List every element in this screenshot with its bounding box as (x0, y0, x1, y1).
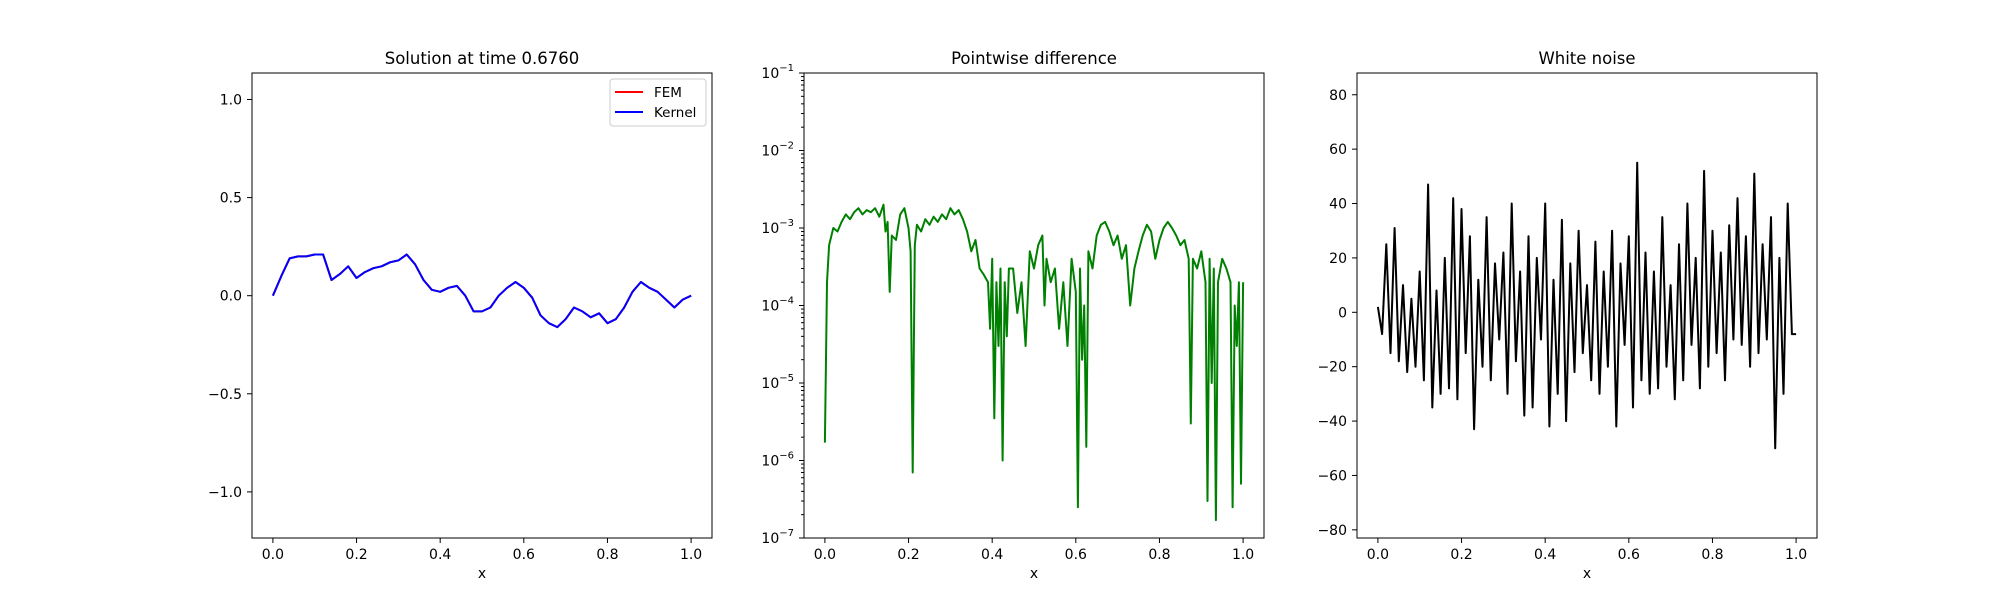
white-noise-x-tick-label: 0.4 (1534, 547, 1556, 563)
solution-legend: FEM Kernel (609, 78, 707, 127)
white-noise-plot-area (1376, 161, 1797, 450)
difference-panel: Pointwise difference x 0.0 0.2 0.4 0.6 0.8 1.… (761, 49, 1265, 582)
white-noise-x-tick-label: 0.8 (1701, 547, 1723, 563)
solution-title: Solution at time 0.6760 (385, 49, 580, 68)
difference-x-tick-label: 0.6 (1065, 547, 1087, 563)
difference-x-tick-label: 0.2 (897, 547, 919, 563)
white-noise-series-line (1376, 161, 1797, 450)
difference-x-tick-label: 0.8 (1148, 547, 1170, 563)
legend-box (609, 78, 707, 127)
difference-x-tick-label: 1.0 (1232, 547, 1254, 563)
solution-x-tick-label: 0.0 (262, 547, 284, 563)
white-noise-frame (1356, 72, 1818, 539)
white-noise-y-tick-label: 40 (1329, 197, 1347, 213)
solution-y-tick-label: −0.5 (208, 387, 242, 403)
difference-y-tick-label: 10−6 (761, 451, 794, 470)
difference-plot-area (823, 203, 1245, 522)
difference-y-tick-label: 10−4 (761, 296, 794, 315)
solution-plot-area (271, 253, 692, 329)
difference-x-tick-label: 0.0 (814, 547, 836, 563)
solution-y-tick-label: −1.0 (208, 485, 242, 501)
difference-title: Pointwise difference (951, 49, 1117, 68)
solution-x-tick-label: 0.6 (513, 547, 535, 563)
white-noise-title: White noise (1538, 49, 1635, 68)
white-noise-y-tick-label: −40 (1317, 414, 1347, 430)
solution-x-tick-label: 0.2 (345, 547, 367, 563)
white-noise-panel: White noise x 0.0 0.2 0.4 0.6 0.8 1.0 −80 −60 −4… (1317, 49, 1818, 582)
white-noise-y-tick-label: 20 (1329, 251, 1347, 267)
white-noise-x-tick-label: 0.2 (1450, 547, 1472, 563)
difference-x-tick-label: 0.4 (981, 547, 1003, 563)
white-noise-y-tick-label: 0 (1338, 305, 1347, 321)
difference-y-tick-label: 10−2 (761, 141, 794, 160)
solution-x-tick-label: 0.8 (596, 547, 618, 563)
white-noise-x-tick-label: 0.0 (1367, 547, 1389, 563)
solution-y-tick-label: 1.0 (220, 92, 242, 108)
white-noise-x-tick-label: 1.0 (1785, 547, 1807, 563)
white-noise-y-tick-label: −60 (1317, 468, 1347, 484)
difference-xlabel: x (1030, 566, 1038, 582)
kernel-series-line (271, 253, 692, 329)
solution-xlabel: x (478, 566, 486, 582)
difference-y-tick-label: 10−5 (761, 373, 794, 392)
solution-y-tick-label: 0.0 (220, 289, 242, 305)
white-noise-y-tick-label: 60 (1329, 142, 1347, 158)
solution-panel: Solution at time 0.6760 x FEM Kernel 0.0… (208, 49, 713, 582)
legend-label-kernel: Kernel (654, 105, 696, 121)
white-noise-x-tick-label: 0.6 (1618, 547, 1640, 563)
solution-x-tick-label: 1.0 (680, 547, 702, 563)
solution-frame (251, 72, 713, 539)
difference-y-tick-label: 10−1 (761, 63, 794, 82)
difference-series-line (823, 203, 1245, 522)
solution-y-tick-label: 0.5 (220, 191, 242, 207)
difference-y-tick-label: 10−3 (761, 218, 794, 237)
solution-x-tick-label: 0.4 (429, 547, 451, 563)
difference-y-tick-label: 10−7 (761, 528, 794, 547)
white-noise-xlabel: x (1583, 566, 1591, 582)
legend-label-fem: FEM (654, 85, 682, 101)
white-noise-y-tick-label: −20 (1317, 360, 1347, 376)
white-noise-y-tick-label: −80 (1317, 523, 1347, 539)
white-noise-y-tick-label: 80 (1329, 88, 1347, 104)
